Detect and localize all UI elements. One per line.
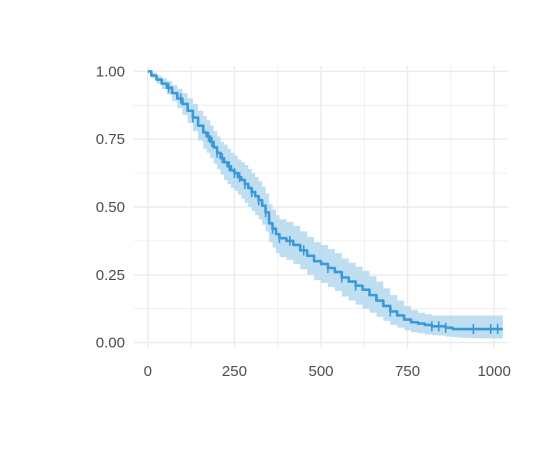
x-tick-label: 0 [144, 363, 152, 380]
x-axis-ticks: 0 250 500 750 1000 [144, 363, 511, 380]
x-tick-label: 500 [308, 363, 333, 380]
y-axis-ticks: 0.00 0.25 0.50 0.75 1.00 [96, 63, 125, 351]
survival-line-layer [147, 70, 503, 331]
survival-line [147, 70, 503, 331]
confidence-band [147, 71, 503, 339]
confidence-band-layer [147, 71, 503, 339]
grid-major [134, 66, 508, 348]
y-tick-label: 1.00 [96, 63, 125, 80]
y-tick-label: 0.00 [96, 335, 125, 352]
censor-marks-layer [167, 82, 499, 335]
x-tick-label: 750 [395, 363, 420, 380]
y-tick-label: 0.75 [96, 131, 125, 148]
y-tick-label: 0.25 [96, 267, 125, 284]
y-tick-label: 0.50 [96, 199, 125, 216]
x-tick-label: 1000 [477, 363, 510, 380]
x-tick-label: 250 [222, 363, 247, 380]
